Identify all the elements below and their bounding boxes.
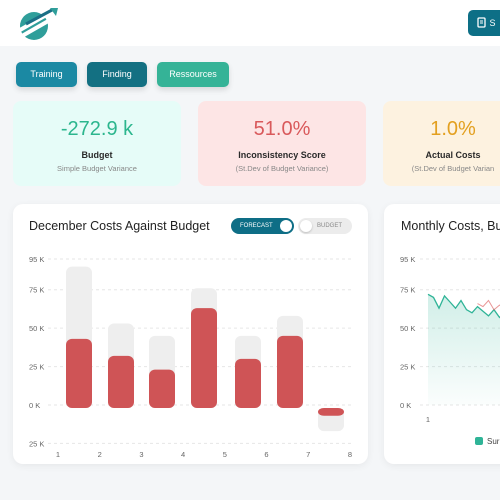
top-bar: S	[0, 0, 500, 46]
forecast-toggle[interactable]: FORECAST	[231, 218, 294, 234]
toggle-knob	[280, 220, 292, 232]
december-chart-card: December Costs Against Budget	[13, 204, 368, 464]
card-title: December Costs Against Budget	[29, 219, 210, 233]
tab-resources[interactable]: Ressources	[157, 62, 229, 87]
kpi-title: Actual Costs	[425, 150, 481, 160]
kpi-card-budget: -272.9 k Budget Simple Budget Variance	[13, 101, 181, 186]
legend-swatch	[475, 437, 483, 445]
budget-toggle[interactable]: BUDGET	[298, 218, 352, 234]
kpi-subtitle: (St.Dev of Budget Varian	[411, 164, 495, 173]
kpi-title: Inconsistency Score	[238, 150, 326, 160]
kpi-card-actual-costs: 1.0% Actual Costs (St.Dev of Budget Vari…	[383, 101, 500, 186]
toggle-knob	[300, 220, 312, 232]
kpi-subtitle: (St.Dev of Budget Variance)	[235, 164, 329, 173]
logo-icon[interactable]	[12, 6, 60, 42]
kpi-value: -272.9 k	[60, 118, 134, 140]
kpi-value: 51.0%	[253, 118, 311, 140]
legend-label: Sur	[487, 437, 500, 446]
kpi-card-inconsistency: 51.0% Inconsistency Score (St.Dev of Bud…	[198, 101, 366, 186]
monthly-chart-card: Monthly Costs, Bu	[384, 204, 500, 464]
document-edit-icon	[477, 17, 486, 28]
kpi-subtitle: Simple Budget Variance	[57, 164, 137, 173]
budget-toggle-label: BUDGET	[317, 223, 343, 229]
kpi-value: 1.0%	[430, 118, 476, 140]
forecast-toggle-label: FORECAST	[240, 223, 273, 229]
kpi-title: Budget	[81, 150, 113, 160]
tab-finding[interactable]: Finding	[87, 62, 147, 87]
tab-training[interactable]: Training	[16, 62, 77, 87]
chart-legend: Sur	[475, 437, 499, 446]
card-title: Monthly Costs, Bu	[401, 219, 500, 233]
top-action-label: S	[489, 18, 496, 28]
top-action-button[interactable]: S	[468, 10, 500, 36]
